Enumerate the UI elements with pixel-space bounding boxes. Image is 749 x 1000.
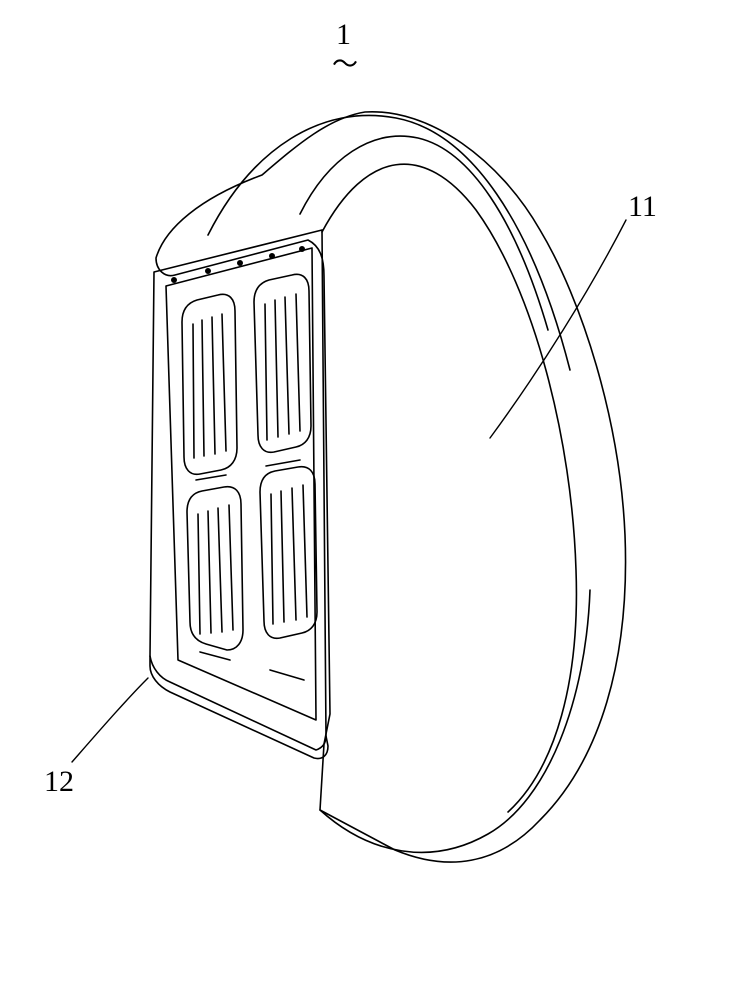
vent-slot [212, 317, 215, 454]
vent-capsule [182, 294, 237, 474]
vent-slot [229, 505, 233, 630]
vent-slot [265, 304, 267, 440]
vent-slot [271, 494, 273, 624]
vent-slot [285, 297, 289, 434]
mini-slot [196, 475, 226, 480]
vent-slot [292, 488, 296, 620]
vent-slot [222, 314, 226, 451]
vent-slot [281, 491, 284, 622]
vent-capsule [187, 487, 243, 650]
screw-dot [206, 269, 210, 273]
vent-slot [202, 320, 204, 456]
vent-slot [303, 485, 307, 617]
vent-slot [208, 511, 211, 633]
housing-seam-right [322, 164, 576, 812]
screw-dot [172, 278, 176, 282]
screw-dot [238, 261, 242, 265]
vent-slot [296, 294, 300, 431]
front-panel-inner [166, 248, 316, 720]
mini-slot [200, 652, 230, 660]
ref-assembly-tilde: 〜 [332, 44, 358, 81]
patent-figure: 1 〜 11 12 [0, 0, 749, 1000]
vent-slot [193, 324, 194, 458]
leader-12 [72, 678, 148, 762]
vent-slot [198, 514, 200, 634]
housing-seam-base [320, 590, 590, 852]
ref-housing: 11 [628, 190, 657, 224]
screw-dot [300, 247, 304, 251]
line-drawing [0, 0, 749, 1000]
front-panel-outer [150, 230, 326, 750]
mini-slot [266, 460, 300, 466]
screw-dot [270, 254, 274, 258]
vent-capsule [260, 467, 317, 639]
vent-slot [275, 300, 278, 437]
housing-seam-top-inner [300, 136, 548, 330]
mini-slot [270, 670, 304, 680]
ref-front-panel: 12 [44, 765, 74, 799]
vent-capsule [254, 274, 311, 452]
vent-slot [218, 508, 222, 632]
